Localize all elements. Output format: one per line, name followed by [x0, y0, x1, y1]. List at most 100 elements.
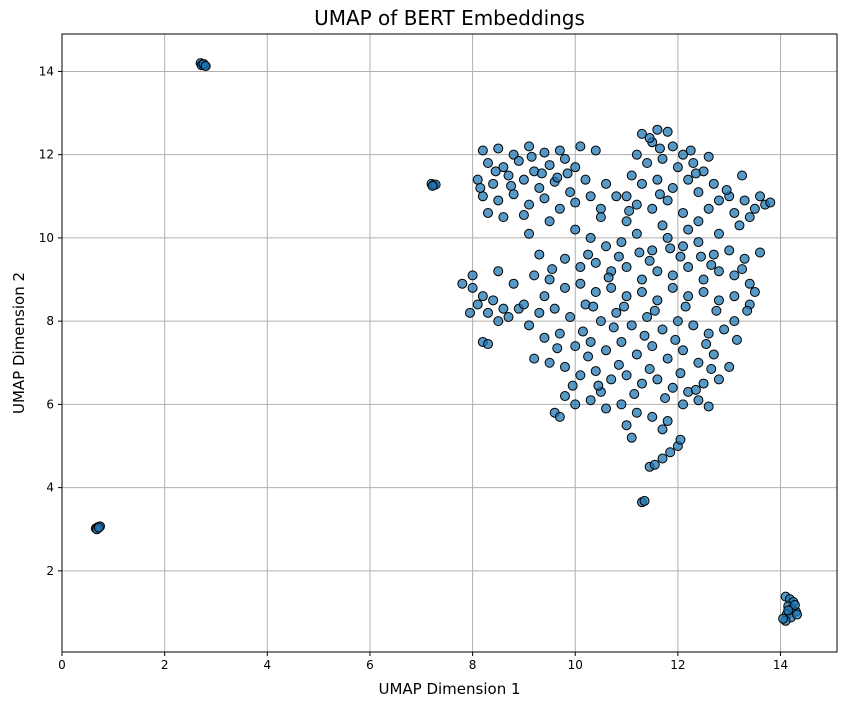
scatter-point — [636, 378, 647, 389]
scatter-point — [616, 237, 627, 248]
scatter-point — [518, 299, 529, 310]
scatter-point — [562, 168, 573, 179]
scatter-point — [613, 359, 624, 370]
scatter-point — [683, 291, 694, 302]
scatter-point — [544, 274, 555, 285]
scatter-point — [621, 191, 632, 202]
scatter-point — [595, 203, 606, 214]
scatter-point — [701, 339, 712, 350]
scatter-point — [559, 153, 570, 164]
scatter-point — [713, 266, 724, 277]
scatter-point — [749, 287, 760, 298]
scatter-point — [688, 320, 699, 331]
scatter-point — [665, 447, 676, 458]
scatter-point — [708, 349, 719, 360]
scatter-point — [642, 158, 653, 169]
scatter-point — [670, 334, 681, 345]
scatter-point — [472, 299, 483, 310]
scatter-point — [559, 253, 570, 264]
scatter-point — [737, 170, 748, 181]
scatter-point — [729, 291, 740, 302]
scatter-point — [590, 257, 601, 268]
scatter-point — [611, 307, 622, 318]
scatter-point — [667, 141, 678, 152]
scatter-point — [547, 264, 558, 275]
scatter-point — [703, 203, 714, 214]
scatter-point — [498, 303, 509, 314]
scatter-point — [652, 295, 663, 306]
scatter-point — [678, 399, 689, 410]
scatter-point — [529, 270, 540, 281]
scatter-point — [649, 305, 660, 316]
scatter-point — [575, 141, 586, 152]
scatter-point — [575, 370, 586, 381]
scatter-point — [493, 316, 504, 327]
scatter-point — [749, 203, 760, 214]
scatter-point — [693, 216, 704, 227]
y-axis-label: UMAP Dimension 2 — [10, 272, 28, 414]
scatter-point — [683, 174, 694, 185]
scatter-point — [688, 158, 699, 169]
scatter-point — [626, 170, 637, 181]
scatter-point — [552, 343, 563, 354]
scatter-point — [647, 411, 658, 422]
scatter-point — [667, 270, 678, 281]
scatter-point — [629, 388, 640, 399]
scatter-point — [529, 353, 540, 364]
scatter-point — [493, 143, 504, 154]
scatter-point — [585, 336, 596, 347]
scatter-point — [693, 357, 704, 368]
scatter-point — [539, 332, 550, 343]
scatter-point — [549, 303, 560, 314]
scatter-point — [498, 162, 509, 173]
x-tick-label: 10 — [568, 658, 583, 672]
scatter-point — [703, 401, 714, 412]
scatter-point — [634, 247, 645, 258]
scatter-point — [93, 522, 104, 533]
scatter-point — [652, 374, 663, 385]
scatter-point — [693, 237, 704, 248]
scatter-point — [539, 193, 550, 204]
scatter-point — [482, 158, 493, 169]
scatter-point — [675, 251, 686, 262]
scatter-point — [662, 353, 673, 364]
scatter-point — [526, 151, 537, 162]
scatter-point — [708, 249, 719, 260]
scatter-point — [657, 153, 668, 164]
scatter-point — [457, 278, 468, 289]
scatter-point — [647, 203, 658, 214]
scatter-point — [524, 199, 535, 210]
scatter-point — [554, 328, 565, 339]
scatter-point — [508, 189, 519, 200]
scatter-point — [465, 307, 476, 318]
y-tick-label: 2 — [46, 564, 54, 578]
scatter-point — [621, 291, 632, 302]
scatter-point — [575, 278, 586, 289]
scatter-point — [482, 307, 493, 318]
scatter-point — [513, 155, 524, 166]
scatter-point — [482, 207, 493, 218]
scatter-point — [783, 605, 794, 616]
scatter-point — [518, 174, 529, 185]
scatter-point — [755, 247, 766, 258]
chart-title: UMAP of BERT Embeddings — [314, 6, 585, 30]
scatter-point — [678, 345, 689, 356]
scatter-point — [672, 162, 683, 173]
scatter-point — [724, 361, 735, 372]
x-tick-label: 2 — [161, 658, 169, 672]
scatter-point — [678, 207, 689, 218]
scatter-point — [570, 162, 581, 173]
scatter-point — [791, 609, 802, 620]
scatter-point — [477, 145, 488, 156]
scatter-point — [642, 311, 653, 322]
scatter-point — [721, 185, 732, 196]
scatter-point — [565, 187, 576, 198]
scatter-point — [778, 613, 789, 624]
scatter-point — [713, 295, 724, 306]
scatter-point — [559, 361, 570, 372]
scatter-point — [737, 264, 748, 275]
scatter-point — [667, 282, 678, 293]
scatter-point — [583, 249, 594, 260]
scatter-point — [475, 182, 486, 193]
scatter-point — [585, 395, 596, 406]
